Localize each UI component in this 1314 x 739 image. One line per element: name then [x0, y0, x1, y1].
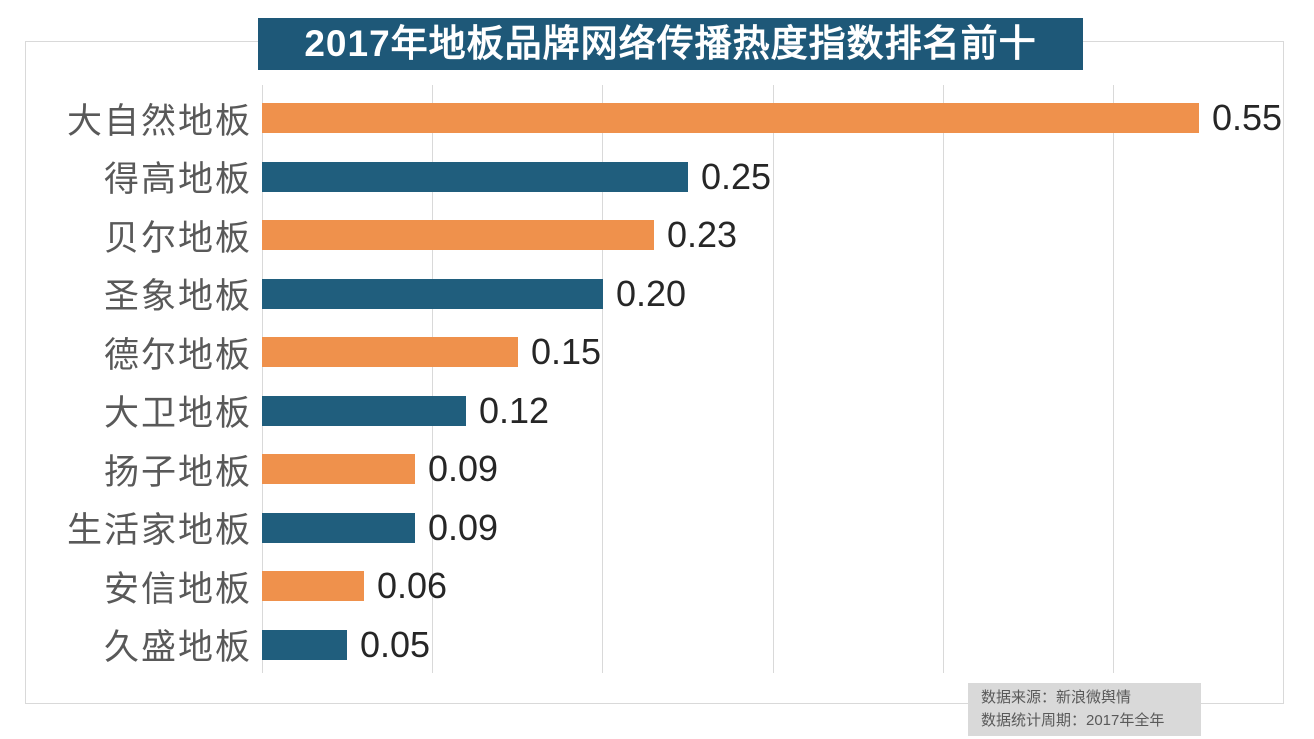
bar: [262, 278, 603, 309]
value-label: 0.23: [667, 214, 738, 256]
bar: [262, 103, 1199, 134]
category-label: 安信地板: [103, 569, 252, 609]
category-label: 久盛地板: [103, 628, 252, 668]
bar-row: 大自然地板 0.55: [0, 89, 1314, 148]
source-note-line1: 数据来源：新浪微舆情: [981, 689, 1132, 706]
source-note: 数据来源：新浪微舆情 数据统计周期：2017年全年: [968, 683, 1201, 736]
bar-rows: 大自然地板 0.55 得高地板 0.25 贝尔地板 0.23 圣象地板 0.20…: [0, 89, 1314, 674]
gridline: [773, 85, 774, 673]
bar-row: 生活家地板 0.09: [0, 499, 1314, 558]
bar: [262, 512, 415, 543]
chart-title: 2017年地板品牌网络传播热度指数排名前十: [258, 18, 1083, 70]
bar-row: 久盛地板 0.05: [0, 616, 1314, 675]
bar: [262, 571, 364, 602]
category-label: 德尔地板: [103, 335, 252, 375]
bar-row: 大卫地板 0.12: [0, 382, 1314, 441]
gridline: [432, 85, 433, 673]
value-label: 0.09: [428, 448, 499, 490]
bar: [262, 629, 347, 660]
bar: [262, 395, 466, 426]
category-label: 贝尔地板: [103, 218, 252, 258]
value-label: 0.15: [531, 331, 602, 373]
bar: [262, 161, 688, 192]
bar-row: 德尔地板 0.15: [0, 323, 1314, 382]
value-label: 0.05: [360, 623, 431, 665]
value-label: 0.55: [1212, 97, 1283, 139]
bar-row: 安信地板 0.06: [0, 557, 1314, 616]
value-label: 0.06: [377, 565, 448, 607]
category-label: 大卫地板: [103, 394, 252, 434]
value-label: 0.20: [616, 272, 687, 314]
category-label: 得高地板: [103, 160, 252, 200]
category-label: 扬子地板: [103, 452, 252, 492]
value-label: 0.12: [479, 389, 550, 431]
bar-row: 圣象地板 0.20: [0, 265, 1314, 324]
gridline: [1283, 85, 1284, 673]
gridline: [1113, 85, 1114, 673]
bar-row: 贝尔地板 0.23: [0, 206, 1314, 265]
gridline: [602, 85, 603, 673]
bar: [262, 454, 415, 485]
value-label: 0.25: [701, 155, 772, 197]
gridline: [262, 85, 263, 673]
gridline: [943, 85, 944, 673]
category-label: 生活家地板: [66, 511, 252, 551]
bar: [262, 220, 654, 251]
category-label: 大自然地板: [66, 101, 252, 141]
bar: [262, 337, 518, 368]
bar-row: 得高地板 0.25: [0, 148, 1314, 207]
source-note-line2: 数据统计周期：2017年全年: [981, 712, 1165, 729]
value-label: 0.09: [428, 506, 499, 548]
category-label: 圣象地板: [103, 277, 252, 317]
bar-row: 扬子地板 0.09: [0, 440, 1314, 499]
plot-area: [262, 85, 1284, 673]
